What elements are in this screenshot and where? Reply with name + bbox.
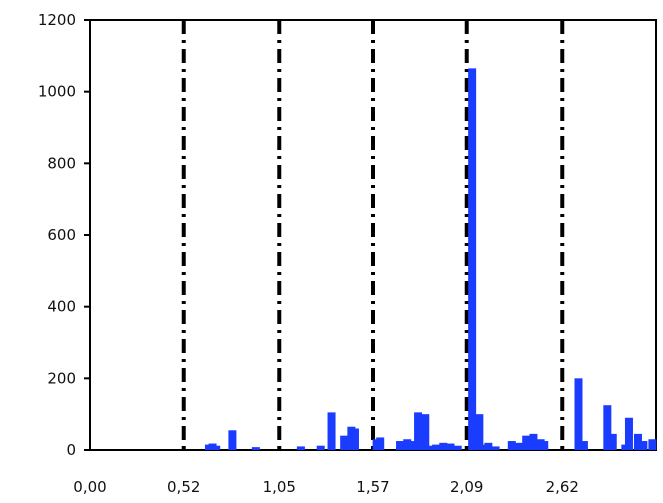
- bar-35: [574, 378, 583, 450]
- bar-10: [350, 428, 359, 450]
- bar-5: [296, 446, 305, 450]
- bar-8: [340, 435, 349, 450]
- bar-34: [540, 441, 549, 450]
- bar-23: [453, 445, 462, 450]
- bars: [204, 68, 657, 450]
- bar-3: [228, 430, 237, 450]
- x-tick-label-3: 1,57: [356, 478, 389, 496]
- bar-40: [624, 417, 633, 450]
- y-tick-label-4: 800: [47, 154, 76, 172]
- y-tick-label-1: 200: [47, 369, 76, 387]
- y-tick-label-6: 1200: [38, 11, 76, 29]
- y-axis: 0 200 400 600 800 1000 1200: [38, 11, 90, 459]
- bar-6: [316, 445, 325, 450]
- y-tick-label-0: 0: [66, 441, 76, 459]
- x-axis: 0,00 0,52 1,05 1,57 2,09 2,62: [73, 478, 579, 496]
- bar-22: [446, 443, 455, 450]
- bar-26: [478, 444, 487, 450]
- bar-25: [475, 414, 484, 450]
- x-tick-label-4: 2,09: [450, 478, 483, 496]
- vertical-dash-dot-lines: [181, 20, 565, 450]
- bar-28: [491, 446, 500, 450]
- x-tick-label-2: 1,05: [263, 478, 296, 496]
- bar-18: [421, 414, 430, 450]
- bar-42: [639, 441, 648, 450]
- bar-41: [633, 433, 642, 450]
- y-tick-label-2: 400: [47, 298, 76, 316]
- bar-32: [529, 433, 538, 450]
- bar-2: [212, 445, 221, 450]
- bar-27: [484, 442, 493, 450]
- bar-38: [608, 433, 617, 450]
- bar-31: [522, 435, 531, 450]
- bar-29: [507, 441, 516, 450]
- bar-36: [579, 441, 588, 450]
- bar-17: [414, 412, 423, 450]
- bar-4: [251, 447, 260, 450]
- bar-7: [327, 412, 336, 450]
- y-tick-label-5: 1000: [38, 83, 76, 101]
- bar-20: [432, 444, 441, 450]
- bar-21: [439, 442, 448, 450]
- bar-37: [603, 405, 612, 450]
- y-tick-label-3: 600: [47, 226, 76, 244]
- bar-19: [424, 445, 433, 450]
- bar-30: [515, 442, 524, 450]
- bar-24: [468, 68, 477, 450]
- x-tick-label-0: 0,00: [73, 478, 106, 496]
- bar-12: [376, 437, 385, 450]
- x-tick-label-5: 2,62: [546, 478, 579, 496]
- bar-43: [648, 439, 657, 450]
- x-tick-label-1: 0,52: [167, 478, 200, 496]
- bar-15: [403, 439, 412, 450]
